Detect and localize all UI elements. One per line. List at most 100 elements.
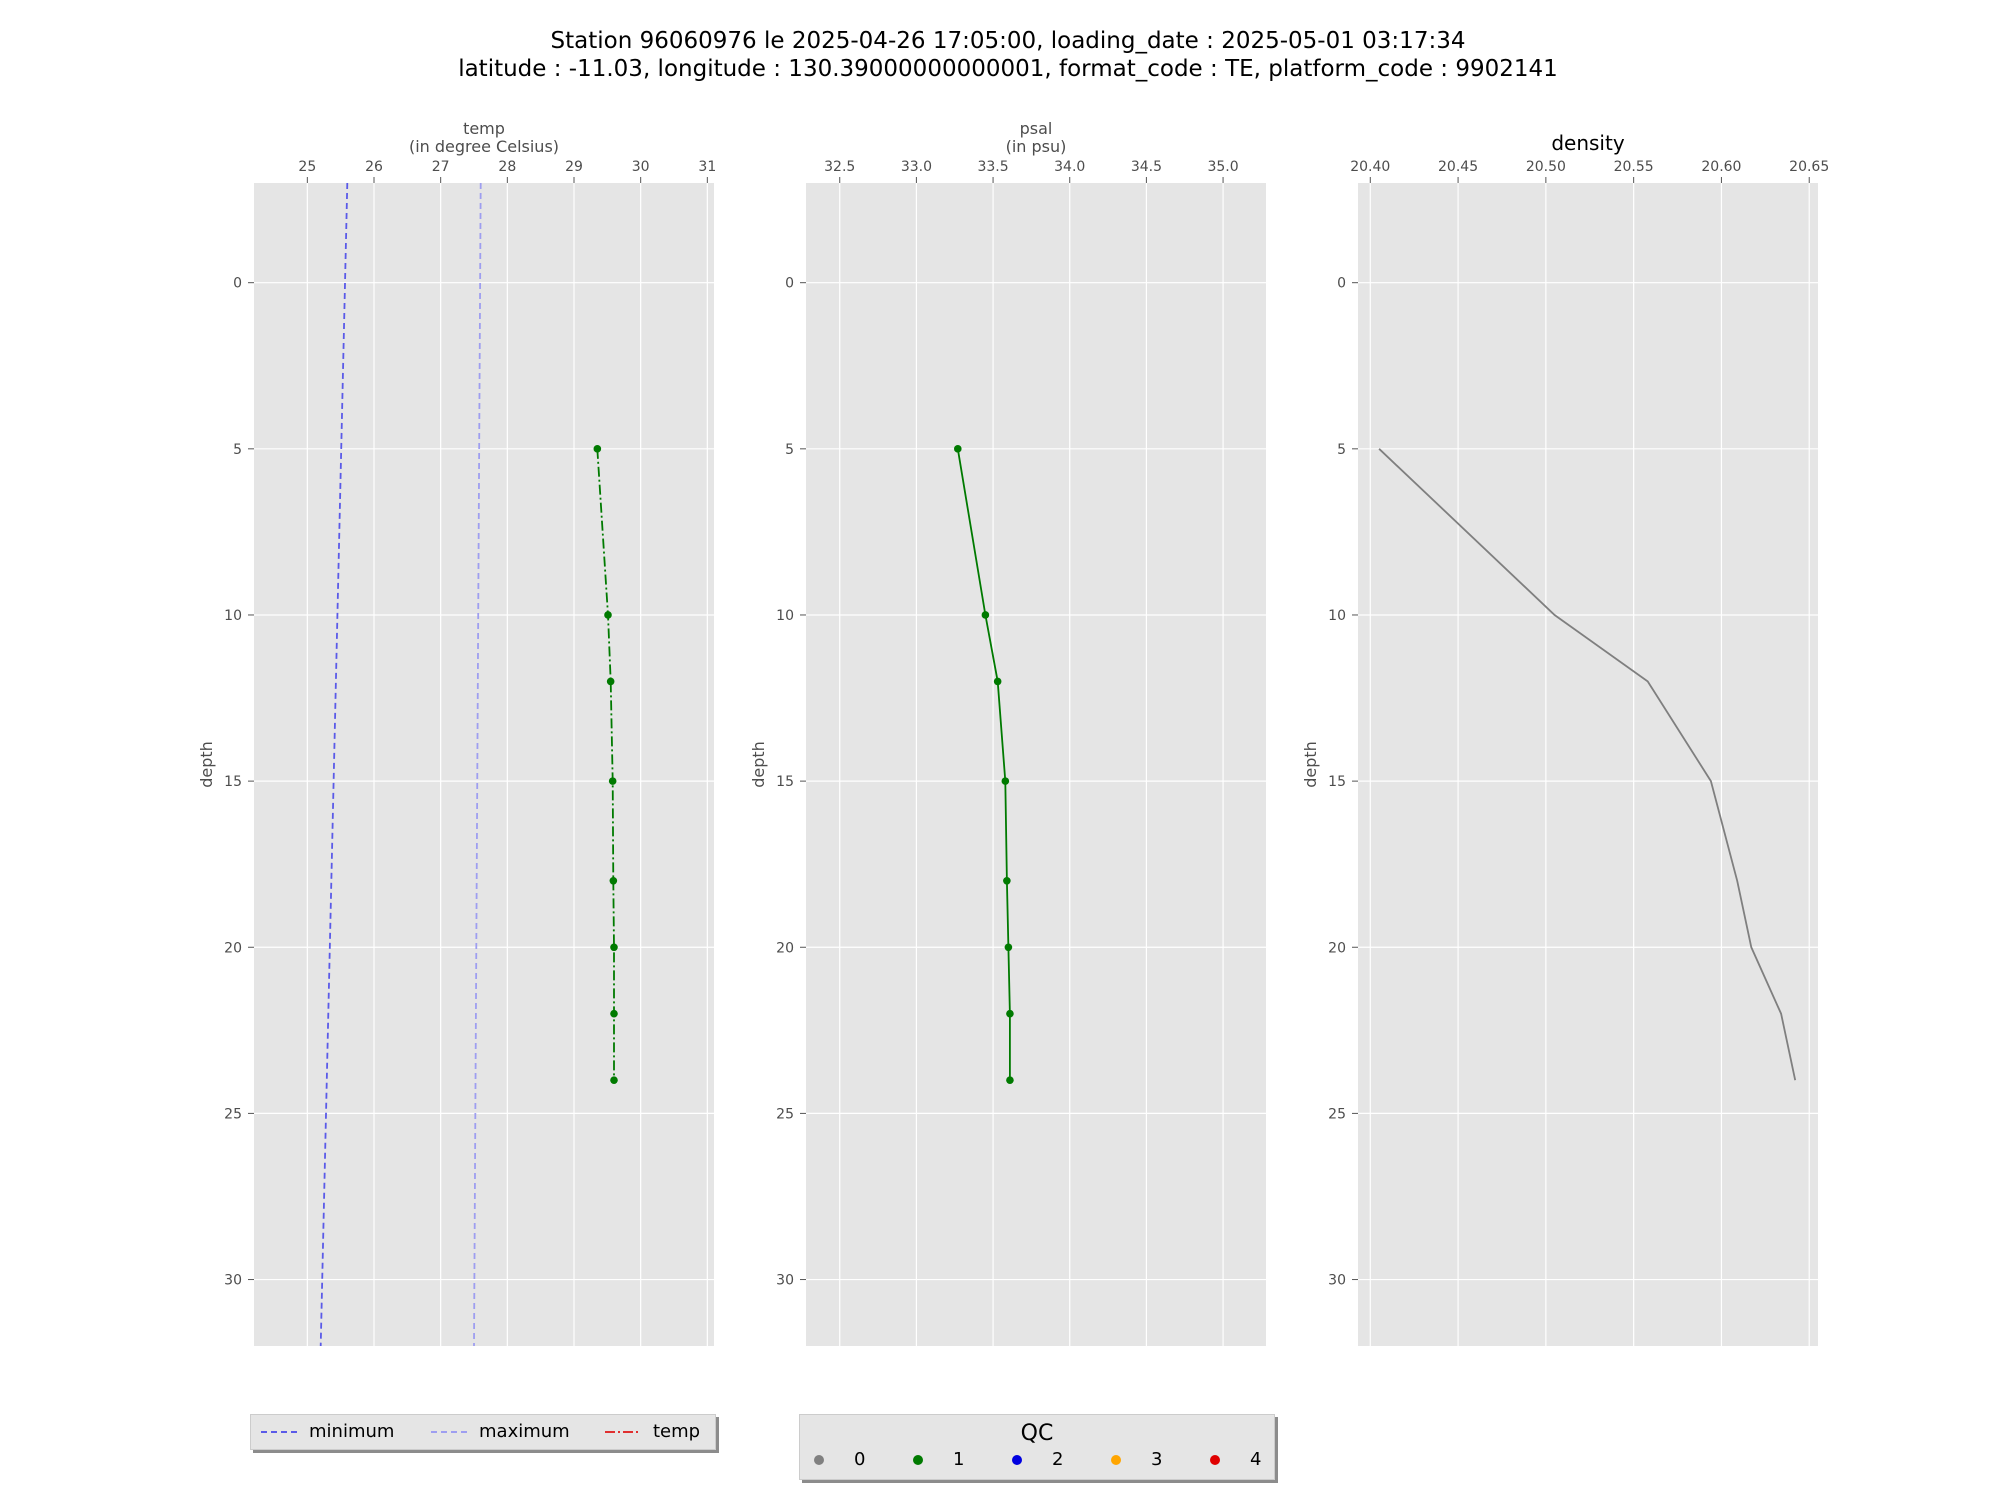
x-tick-label: 31	[698, 159, 716, 175]
x-tick-label: 35.0	[1207, 159, 1238, 175]
data-point	[606, 677, 615, 686]
y-tick-label: 15	[224, 774, 242, 790]
y-tick-label: 30	[776, 1273, 794, 1289]
x-tick-label: 26	[365, 159, 383, 175]
legend-label-minimum: minimum	[309, 1421, 395, 1442]
data-point	[1006, 1076, 1014, 1084]
series-line	[1378, 448, 1797, 1081]
panel-density: 20.40 20.45 20.50 20.55 20.60 20.65 0 5 10 15 20 25…	[1301, 131, 1829, 1346]
y-tick-label: 5	[233, 442, 242, 458]
y-tick-label: 0	[785, 276, 794, 292]
qc-legend-dot	[1111, 1454, 1121, 1465]
data-point	[610, 943, 618, 952]
x-tick-label: 32.5	[824, 159, 855, 175]
x-tick-label: 20.50	[1526, 159, 1566, 175]
series-line-minimum	[319, 182, 349, 1347]
y-tick-label: 10	[1328, 608, 1346, 624]
x-tick-label: 20.45	[1438, 159, 1478, 175]
y-tick-label: 10	[776, 608, 794, 624]
panel-title: density	[1551, 131, 1624, 155]
legend-item-minimum: minimum	[257, 1421, 394, 1442]
series-line-temp	[596, 448, 615, 1081]
data-point	[981, 611, 990, 619]
x-tick-label: 34.5	[1131, 159, 1162, 175]
x-tick-label: 20.40	[1350, 159, 1390, 175]
y-tick-label: 30	[1328, 1273, 1346, 1289]
data-point	[609, 877, 618, 885]
x-tick-label: 27	[432, 159, 450, 175]
panel-subtitle: (in degree Celsius)	[409, 137, 559, 156]
qc-legend-dot	[814, 1454, 824, 1465]
qc-legend-label: 0	[854, 1449, 866, 1470]
y-tick-label: 25	[776, 1106, 794, 1122]
panel-subtitle: (in psu)	[1006, 137, 1067, 156]
legend-swatch-temp	[605, 1430, 641, 1433]
y-axis-label: depth	[1301, 741, 1320, 788]
qc-legend: QC 0 1 2 3 4	[799, 1414, 1275, 1480]
legend-label-maximum: maximum	[479, 1421, 570, 1442]
x-tick-label: 20.60	[1701, 159, 1741, 175]
data-point	[593, 445, 602, 453]
qc-legend-dot	[1210, 1454, 1220, 1465]
qc-legend-label: 3	[1151, 1449, 1163, 1470]
data-point	[1004, 943, 1013, 952]
y-tick-label: 20	[1328, 940, 1346, 956]
y-tick-label: 5	[785, 442, 794, 458]
plot-area	[254, 183, 714, 1346]
data-point	[610, 1076, 618, 1084]
qc-legend-label: 2	[1052, 1449, 1064, 1470]
qc-legend-label: 1	[953, 1449, 965, 1470]
data-point	[954, 445, 962, 453]
qc-legend-item: 2	[1012, 1449, 1063, 1470]
series-line-maximum	[473, 182, 482, 1347]
qc-legend-dot	[1012, 1454, 1022, 1465]
y-tick-label: 15	[1328, 774, 1346, 790]
y-tick-label: 20	[224, 940, 242, 956]
chart-panels: 25 26 27 28 29 30 31 0 5 10 15 20 25 30 depth temp(in d…	[197, 119, 1829, 1347]
data-point	[1003, 877, 1011, 885]
x-tick-label: 20.65	[1789, 159, 1829, 175]
series-line	[956, 448, 1011, 1081]
legend-label-temp: temp	[653, 1421, 701, 1442]
qc-legend-item: 1	[913, 1449, 964, 1470]
legend-item-maximum: maximum	[427, 1421, 570, 1442]
qc-legend-item: 4	[1210, 1449, 1261, 1470]
y-tick-label: 25	[1328, 1106, 1346, 1122]
plot-area	[806, 183, 1266, 1346]
panel-title: psal	[1020, 119, 1053, 138]
qc-legend-title: QC	[1020, 1421, 1054, 1446]
x-tick-label: 20.55	[1614, 159, 1654, 175]
y-tick-label: 15	[776, 774, 794, 790]
x-tick-label: 30	[632, 159, 650, 175]
legend-swatch-minimum	[261, 1430, 297, 1433]
y-tick-label: 5	[1337, 442, 1346, 458]
data-point	[608, 777, 617, 785]
y-tick-label: 10	[224, 608, 242, 624]
data-point	[604, 611, 612, 619]
panel-psal: 32.5 33.0 33.5 34.0 34.5 35.0 0 5 10 15 20 25 30 dept…	[749, 119, 1266, 1346]
qc-legend-item: 0	[814, 1449, 865, 1470]
data-point	[1006, 1009, 1014, 1018]
data-point	[610, 1009, 618, 1018]
data-point	[1001, 777, 1010, 785]
line-legend: minimum maximum temp	[250, 1414, 716, 1450]
plot-area	[1358, 183, 1818, 1346]
panel-title: temp	[463, 119, 505, 138]
legend-item-temp: temp	[601, 1421, 700, 1442]
x-tick-label: 33.5	[977, 159, 1008, 175]
x-tick-label: 33.0	[901, 159, 932, 175]
figure-title-line2: latitude : -11.03, longitude : 130.39000…	[458, 56, 1558, 82]
y-tick-label: 0	[233, 276, 242, 292]
y-axis-label: depth	[197, 741, 216, 788]
y-tick-label: 20	[776, 940, 794, 956]
y-axis-label: depth	[749, 741, 768, 788]
y-tick-label: 30	[224, 1273, 242, 1289]
x-tick-label: 34.0	[1054, 159, 1085, 175]
y-tick-label: 0	[1337, 276, 1346, 292]
x-tick-label: 29	[565, 159, 583, 175]
qc-legend-label: 4	[1250, 1449, 1262, 1470]
qc-legend-item: 3	[1111, 1449, 1162, 1470]
y-tick-label: 25	[224, 1106, 242, 1122]
panel-temp: 25 26 27 28 29 30 31 0 5 10 15 20 25 30 depth temp(in d…	[197, 119, 716, 1347]
